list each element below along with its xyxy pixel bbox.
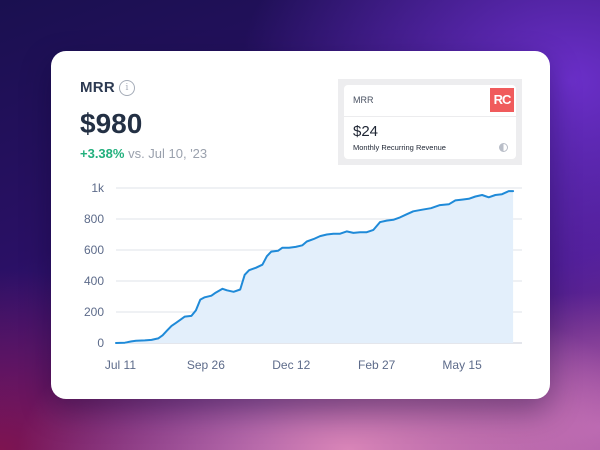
widget-divider <box>344 116 516 117</box>
y-tick-label: 1k <box>91 181 105 195</box>
card-title: MRR <box>80 79 116 96</box>
change-comparison: vs. Jul 10, '23 <box>124 146 208 161</box>
mrr-card: 0 200 400 600 800 1k Jul 11 Sep 26 Dec 12 Feb 27 M… <box>51 51 550 399</box>
x-tick-label: Jul 11 <box>105 358 136 372</box>
change-row: +3.38% vs. Jul 10, '23 <box>80 146 207 161</box>
series-line <box>115 190 515 344</box>
y-tick-label: 200 <box>84 305 104 319</box>
series-area <box>116 191 514 343</box>
contrast-icon <box>499 143 508 152</box>
widget-subtitle: Monthly Recurring Revenue <box>353 143 446 152</box>
y-tick-label: 400 <box>84 274 104 288</box>
mrr-value: $980 <box>80 108 143 139</box>
mrr-chart: 0 200 400 600 800 1k Jul 11 Sep 26 Dec 12 Feb 27 M… <box>84 181 522 372</box>
widget-label: MRR <box>353 95 374 105</box>
x-tick-label: Sep 26 <box>187 358 225 372</box>
change-percent: +3.38% <box>80 146 125 161</box>
y-tick-label: 800 <box>84 212 104 226</box>
revenuecat-logo: RC <box>490 88 514 112</box>
info-icon[interactable]: i <box>119 80 135 96</box>
y-tick-label: 600 <box>84 243 104 257</box>
x-tick-label: Dec 12 <box>272 358 310 372</box>
widget-value: $24 <box>353 123 379 140</box>
y-tick-label: 0 <box>97 336 104 350</box>
x-tick-label: Feb 27 <box>358 358 396 372</box>
widget-preview: MRR RC $24 Monthly Recurring Revenue <box>338 79 522 165</box>
mrr-widget[interactable]: MRR RC $24 Monthly Recurring Revenue <box>344 85 516 159</box>
x-tick-label: May 15 <box>442 358 482 372</box>
